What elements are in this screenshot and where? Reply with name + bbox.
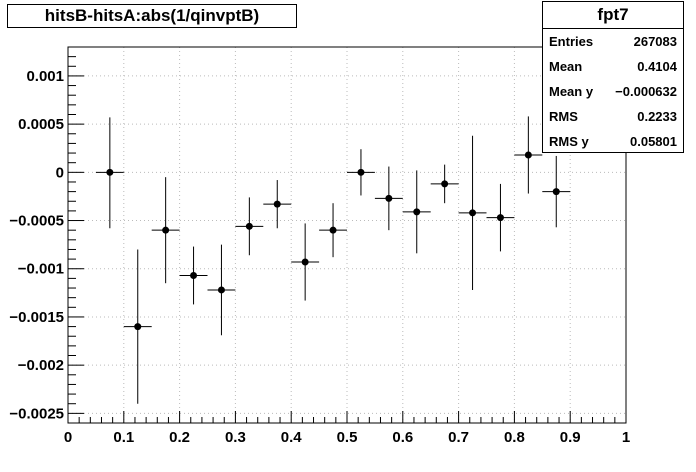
data-point xyxy=(151,177,180,284)
data-marker xyxy=(385,194,393,202)
y-tick-label: 0.001 xyxy=(26,68,64,85)
data-point xyxy=(458,135,487,290)
data-point xyxy=(514,116,543,194)
data-series xyxy=(95,116,571,404)
data-marker xyxy=(162,226,170,234)
data-marker xyxy=(496,214,504,222)
data-marker xyxy=(441,180,449,188)
data-marker xyxy=(190,271,198,279)
data-point xyxy=(402,170,431,254)
data-marker xyxy=(134,323,142,331)
y-tick-label: 0.0005 xyxy=(18,116,64,133)
stats-label: Entries xyxy=(549,34,594,49)
data-point xyxy=(542,155,571,228)
data-point xyxy=(347,149,375,196)
stats-box: fpt7 Entries 267083 Mean 0.4104 Mean y −… xyxy=(542,1,684,153)
x-tick-label: 0.8 xyxy=(504,429,525,446)
y-tick-label: −0.0015 xyxy=(9,309,64,326)
data-point xyxy=(95,117,124,229)
x-tick-label: 0.2 xyxy=(169,429,190,446)
data-point xyxy=(430,164,459,204)
data-marker xyxy=(217,286,225,294)
y-tick-label: −0.0025 xyxy=(9,405,64,422)
data-marker xyxy=(329,226,337,234)
x-tick-label: 1 xyxy=(622,429,630,446)
data-point xyxy=(486,183,515,252)
x-tick-label: 0.4 xyxy=(281,429,303,446)
stats-row-rms-y: RMS y 0.05801 xyxy=(543,129,683,154)
stats-title: fpt7 xyxy=(543,2,683,29)
data-marker xyxy=(106,168,114,176)
grid-lines xyxy=(68,47,626,423)
stats-row-mean: Mean 0.4104 xyxy=(543,54,683,79)
chart-title: hitsB-hitsA:abs(1/qinvptB) xyxy=(7,4,297,28)
x-tick-label: 0.1 xyxy=(113,429,134,446)
x-tick-label: 0.6 xyxy=(392,429,413,446)
x-tick-label: 0 xyxy=(64,429,72,446)
stats-label: RMS xyxy=(549,109,578,124)
stats-value: −0.000632 xyxy=(615,84,677,99)
axes: 0 0.1 0.2 0.3 0.4 0.5 0.6 0.7 0.8 0.9 1 0.001 0.0005… xyxy=(9,46,630,446)
x-tick-label: 0.9 xyxy=(560,429,581,446)
data-marker xyxy=(301,258,309,266)
stats-label: RMS y xyxy=(549,134,589,149)
stats-value: 267083 xyxy=(633,34,677,49)
data-point xyxy=(374,166,403,231)
x-tick-label: 0.5 xyxy=(337,429,358,446)
data-marker xyxy=(469,209,477,217)
data-point xyxy=(319,203,347,258)
data-point xyxy=(207,244,236,336)
data-marker xyxy=(273,200,281,208)
y-tick-label: −0.001 xyxy=(18,261,64,278)
stats-value: 0.05801 xyxy=(630,134,677,149)
stats-row-mean-y: Mean y −0.000632 xyxy=(543,79,683,104)
data-point xyxy=(263,180,292,229)
stats-value: 0.4104 xyxy=(637,59,677,74)
data-point xyxy=(123,249,152,404)
data-point xyxy=(235,197,264,256)
stats-label: Mean xyxy=(549,59,583,74)
data-marker xyxy=(413,208,421,216)
stats-value: 0.2233 xyxy=(637,109,677,124)
x-tick-label: 0.7 xyxy=(448,429,469,446)
data-point xyxy=(179,246,208,305)
stats-row-rms: RMS 0.2233 xyxy=(543,104,683,129)
data-marker xyxy=(552,188,560,196)
stats-row-entries: Entries 267083 xyxy=(543,29,683,54)
y-tick-label: −0.0005 xyxy=(9,213,64,230)
x-tick-label: 0.3 xyxy=(225,429,246,446)
data-marker xyxy=(524,151,532,159)
data-marker xyxy=(245,222,253,230)
y-tick-label: −0.002 xyxy=(18,357,64,374)
data-marker xyxy=(357,168,365,176)
data-point xyxy=(291,223,320,301)
y-tick-label: 0 xyxy=(56,164,64,181)
stats-label: Mean y xyxy=(549,84,594,99)
